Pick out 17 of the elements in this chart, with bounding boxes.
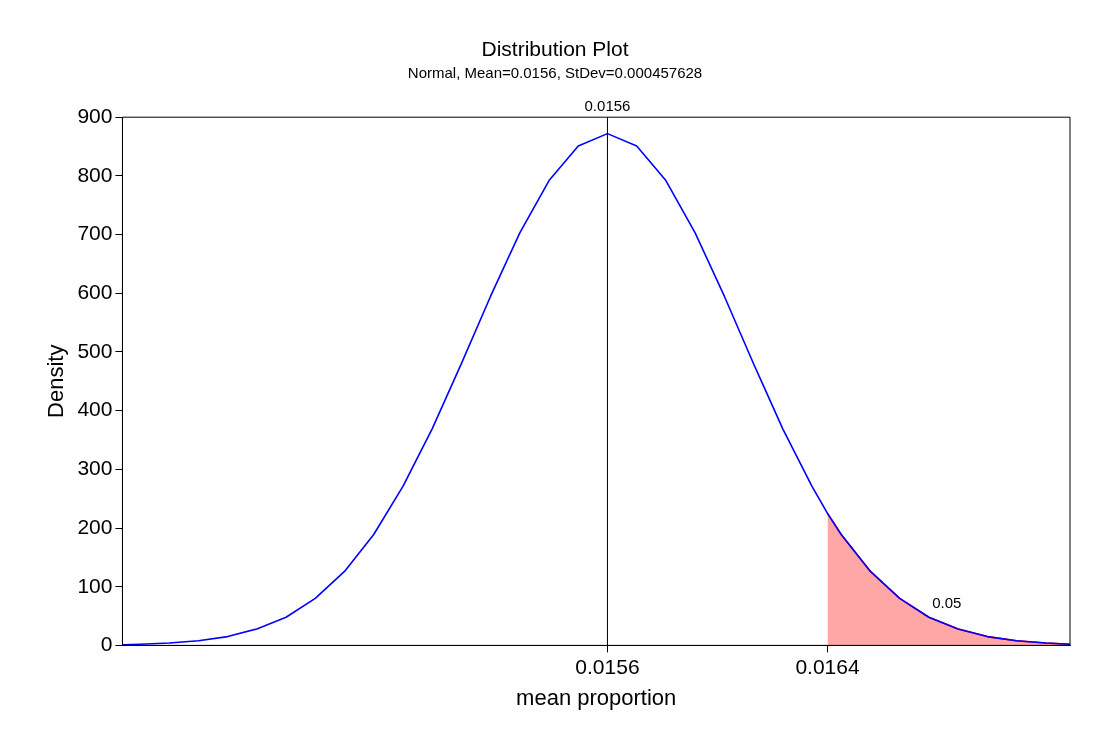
y-tick-label: 100 bbox=[77, 573, 113, 597]
y-tick-label: 400 bbox=[77, 397, 113, 421]
y-tick-label: 300 bbox=[77, 456, 113, 480]
y-tick-label: 700 bbox=[77, 221, 113, 245]
chart-subtitle: Normal, Mean=0.0156, StDev=0.000457628 bbox=[407, 64, 703, 82]
y-tick-label: 200 bbox=[77, 514, 113, 538]
ref-line-label: 0.0156 bbox=[584, 96, 631, 114]
y-axis-title: Density bbox=[43, 344, 69, 418]
annotation: 0.05 bbox=[932, 593, 962, 611]
y-tick-label: 600 bbox=[77, 280, 113, 304]
x-axis-title: mean proportion bbox=[516, 684, 677, 710]
y-tick-label: 900 bbox=[77, 104, 113, 127]
y-tick-label: 500 bbox=[77, 338, 113, 362]
x-tick-label: 0.0164 bbox=[795, 654, 860, 678]
y-tick-label: 800 bbox=[77, 162, 113, 186]
y-tick-label: 0 bbox=[100, 632, 113, 656]
chart-title: Distribution Plot bbox=[481, 37, 629, 61]
